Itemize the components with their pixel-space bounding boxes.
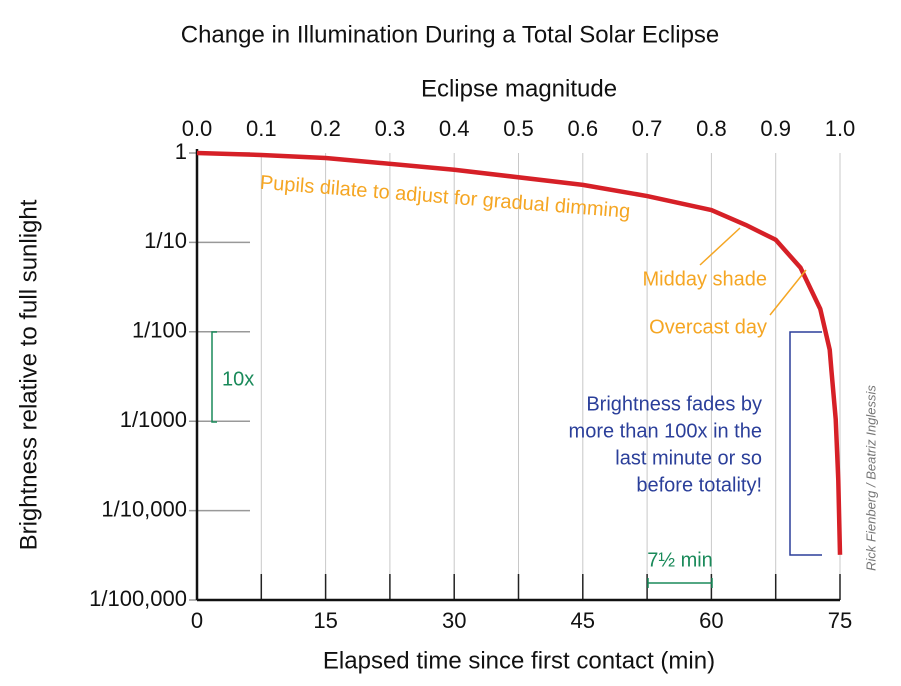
x2-tick-label: 0.1 [246,116,277,141]
data-line [196,150,843,555]
x-tick-label: 0 [191,608,203,633]
x2-tick-label: 0.4 [439,116,470,141]
credit: Rick Fienberg / Beatriz Inglessis [863,385,878,571]
annotation: last minute or so [615,447,762,469]
x2-axis-title: Eclipse magnitude [421,75,617,102]
y-tick-label: 1/10 [144,228,187,253]
x-tick-label: 75 [828,608,852,633]
x-tick-label: 30 [442,608,466,633]
x-tick-label: 60 [699,608,723,633]
x-tick-label: 15 [313,608,337,633]
annotation: Midday shade [642,268,767,290]
x2-tick-label: 0.3 [375,116,406,141]
y-tick-label: 1/100 [132,318,187,343]
x-tick-label: 45 [571,608,595,633]
y-axis-title: Brightness relative to full sunlight [15,199,42,550]
annotation: Brightness fades by [586,393,762,415]
annotation: 10x [222,368,254,390]
annotation: 7½ min [647,549,713,571]
annotation: more than 100x in the [569,420,762,442]
bracket [211,331,217,423]
annotation: Pupils dilate to adjust for gradual dimm… [259,172,631,223]
x-axis-title: Elapsed time since first contact (min) [323,647,715,674]
chart-title: Change in Illumination During a Total So… [181,21,720,48]
annotation: before totality! [636,474,762,496]
y-tick-label: 1/10,000 [101,496,187,521]
leader [769,269,807,316]
y-tick-label: 1/100,000 [89,586,187,611]
bracket [647,578,713,588]
y-tick-label: 1 [175,139,187,164]
annotation: Overcast day [649,316,767,338]
y-tick-label: 1/1000 [120,407,187,432]
x2-tick-label: 1.0 [825,116,856,141]
x2-tick-label: 0.8 [696,116,727,141]
x2-tick-label: 0.5 [503,116,534,141]
bracket [789,331,822,556]
x2-tick-label: 0.9 [760,116,791,141]
x2-tick-label: 0.0 [182,116,213,141]
x2-tick-label: 0.2 [310,116,341,141]
leader [699,227,741,266]
x2-tick-label: 0.6 [568,116,599,141]
x2-tick-label: 0.7 [632,116,663,141]
